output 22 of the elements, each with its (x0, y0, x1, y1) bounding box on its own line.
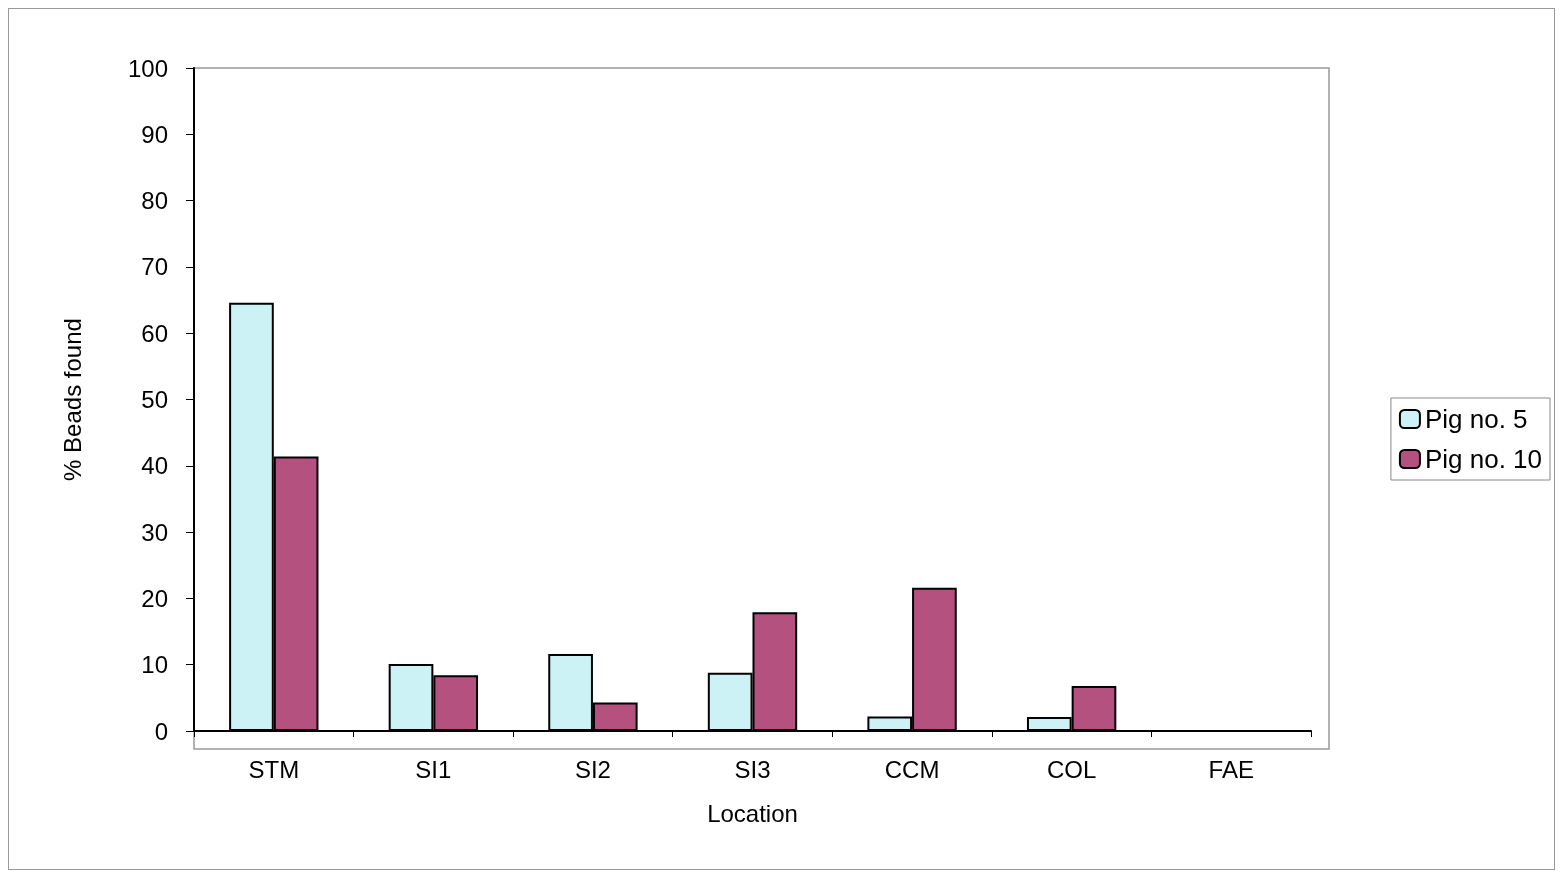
x-tick-label: SI2 (574, 755, 611, 783)
y-tick-label: 80 (141, 187, 168, 215)
y-tick-label: 0 (154, 717, 168, 745)
y-tick-label: 20 (141, 584, 168, 612)
x-tick-label: CCM (884, 755, 940, 783)
x-tick-label: STM (248, 755, 300, 783)
legend-label: Pig no. 5 (1424, 404, 1528, 434)
x-tick-label: SI1 (415, 755, 452, 783)
y-tick-label: 60 (141, 319, 168, 347)
y-axis-title: % Beads found (58, 318, 86, 481)
legend-label: Pig no. 10 (1424, 444, 1542, 474)
x-tick-label: SI3 (734, 755, 771, 783)
y-tick-label: 50 (141, 386, 168, 413)
y-tick-label: 100 (127, 54, 168, 82)
y-tick-label: 70 (141, 253, 168, 281)
y-tick-label: 90 (141, 120, 168, 148)
y-tick-label: 30 (141, 518, 168, 546)
y-tick-label: 10 (141, 651, 168, 679)
x-axis-title: Location (707, 799, 798, 827)
y-tick-label: 40 (141, 452, 168, 480)
x-tick-label: COL (1046, 755, 1097, 783)
x-tick-label: FAE (1208, 755, 1254, 783)
